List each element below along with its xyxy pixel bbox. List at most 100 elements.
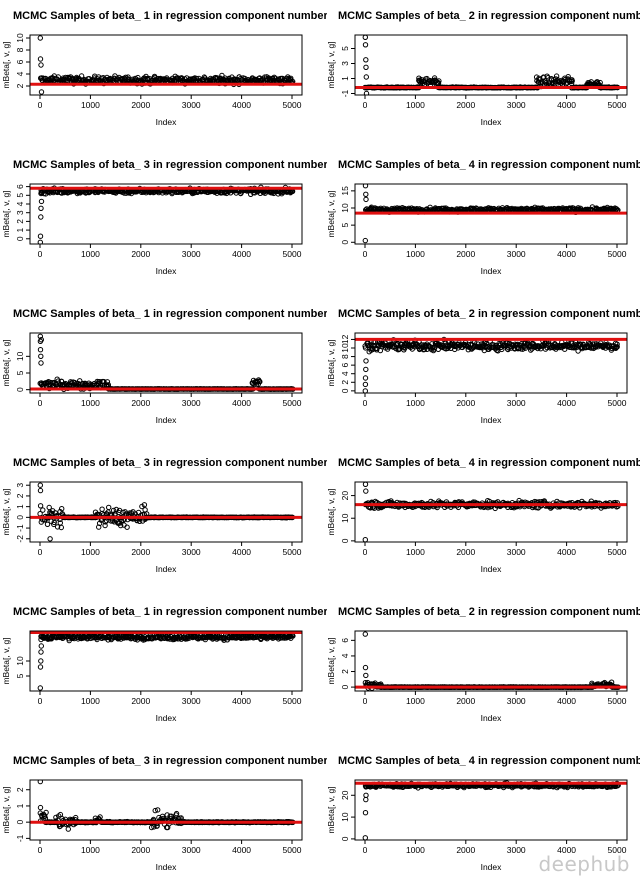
- chart-panel-9: MCMC Samples of beta_ 1 in regression co…: [1, 606, 327, 723]
- x-tick-label: 2000: [456, 398, 475, 408]
- x-tick-label: 2000: [131, 100, 150, 110]
- sample-point: [374, 347, 380, 353]
- outlier-point: [38, 198, 45, 205]
- outlier-point: [363, 672, 369, 679]
- x-tick-label: 3000: [507, 696, 526, 706]
- x-tick-label: 4000: [232, 845, 251, 855]
- outlier-point: [37, 685, 43, 691]
- y-tick-label: 2: [15, 83, 25, 88]
- outlier-point: [362, 381, 369, 388]
- sample-point: [48, 518, 54, 524]
- outlier-point: [363, 57, 369, 63]
- outlier-point: [362, 537, 368, 542]
- plot-box: [354, 630, 628, 692]
- sample-point: [40, 507, 46, 513]
- sample-point: [436, 78, 442, 84]
- chart-title: MCMC Samples of beta_ 3 in regression co…: [13, 159, 341, 171]
- x-tick-label: 3000: [182, 100, 201, 110]
- x-tick-label: 3000: [507, 100, 526, 110]
- outlier-point: [37, 239, 43, 244]
- x-tick-label: 3000: [182, 547, 201, 557]
- y-tick-label: 10: [340, 343, 350, 353]
- plot-box: [29, 34, 303, 96]
- chart-panel-10: MCMC Samples of beta_ 2 in regression co…: [326, 606, 640, 723]
- sample-point: [48, 510, 55, 517]
- plot-box: [354, 481, 628, 543]
- sample-point: [57, 520, 63, 526]
- x-tick-label: 3000: [507, 547, 526, 557]
- sample-point: [65, 826, 72, 832]
- x-tick-label: 0: [38, 845, 43, 855]
- plot-area: [355, 35, 627, 95]
- outlier-point: [362, 42, 369, 48]
- x-tick-label: 0: [38, 249, 43, 259]
- x-tick-label: 0: [363, 696, 368, 706]
- y-tick-label: 10: [15, 656, 25, 666]
- sample-point: [118, 522, 124, 529]
- y-tick-label: 10: [340, 513, 350, 523]
- outlier-point: [362, 237, 368, 244]
- x-tick-label: 5000: [283, 547, 302, 557]
- outlier-point: [363, 64, 369, 71]
- x-tick-label: 5000: [608, 100, 627, 110]
- y-tick-label: 1: [340, 76, 350, 81]
- y-axis-label: mBeta[, v, g]: [326, 190, 336, 237]
- sample-point: [151, 824, 157, 830]
- outlier-point: [362, 388, 368, 393]
- outlier-point: [38, 214, 44, 220]
- outlier-point: [38, 337, 44, 343]
- sample-point: [136, 518, 143, 524]
- y-tick-label: 3: [340, 61, 350, 66]
- plot-area: [355, 184, 627, 244]
- x-axis-label: Index: [156, 862, 178, 872]
- x-tick-label: 1000: [81, 398, 100, 408]
- outlier-point: [363, 366, 369, 373]
- sample-point: [569, 77, 575, 83]
- y-tick-label: 4: [340, 371, 350, 376]
- x-tick-label: 4000: [232, 100, 251, 110]
- sample-point: [99, 506, 105, 512]
- sample-point: [173, 812, 179, 818]
- x-tick-label: 1000: [406, 398, 425, 408]
- sample-point: [586, 341, 593, 347]
- x-tick-label: 4000: [232, 249, 251, 259]
- chart-panel-6: MCMC Samples of beta_ 2 in regression co…: [326, 308, 640, 425]
- x-tick-label: 1000: [81, 249, 100, 259]
- y-tick-label: 3: [15, 210, 25, 215]
- plot-box: [29, 183, 303, 245]
- y-tick-label: 5: [15, 673, 25, 678]
- y-tick-label: 12: [340, 334, 350, 344]
- outlier-point: [37, 780, 43, 785]
- chart-title: MCMC Samples of beta_ 4 in regression co…: [338, 457, 640, 469]
- sample-point: [145, 636, 152, 642]
- x-tick-label: 5000: [608, 249, 627, 259]
- sample-point: [102, 519, 109, 525]
- outlier-point: [37, 35, 43, 41]
- sample-point: [43, 809, 49, 816]
- chart-panel-8: MCMC Samples of beta_ 4 in regression co…: [326, 457, 640, 574]
- sample-point: [106, 504, 112, 511]
- x-tick-label: 0: [363, 398, 368, 408]
- x-tick-label: 1000: [406, 249, 425, 259]
- y-tick-label: -1: [340, 89, 350, 97]
- y-tick-label: 10: [15, 351, 25, 361]
- x-axis-label: Index: [156, 266, 178, 276]
- outlier-point: [37, 347, 44, 353]
- chart-title: MCMC Samples of beta_ 4 in regression co…: [338, 159, 640, 171]
- x-tick-label: 1000: [81, 100, 100, 110]
- outlier-point: [38, 89, 45, 95]
- plot-box: [354, 183, 628, 245]
- x-axis-label: Index: [156, 415, 178, 425]
- y-axis-label: mBeta[, v, g]: [326, 488, 336, 535]
- outlier-point: [363, 358, 369, 364]
- chart-title: MCMC Samples of beta_ 2 in regression co…: [338, 10, 640, 22]
- chart-title: MCMC Samples of beta_ 1 in regression co…: [13, 308, 341, 320]
- chart-panel-2: MCMC Samples of beta_ 2 in regression co…: [326, 10, 640, 127]
- outlier-point: [363, 488, 369, 494]
- x-tick-label: 2000: [456, 547, 475, 557]
- sample-point: [528, 347, 534, 353]
- outlier-point: [362, 664, 369, 671]
- outlier-point: [37, 233, 44, 239]
- x-axis-label: Index: [156, 564, 178, 574]
